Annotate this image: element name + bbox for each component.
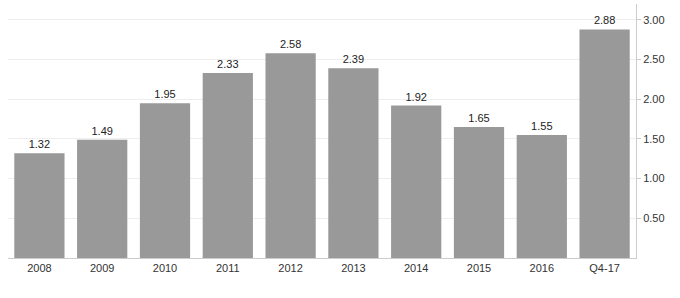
- svg-text:1.55: 1.55: [531, 120, 552, 132]
- svg-text:3.00: 3.00: [643, 14, 664, 26]
- svg-text:0.50: 0.50: [643, 212, 664, 224]
- svg-text:2.33: 2.33: [217, 58, 238, 70]
- svg-text:1.00: 1.00: [643, 172, 664, 184]
- svg-text:2010: 2010: [153, 262, 177, 274]
- svg-text:2009: 2009: [90, 262, 114, 274]
- svg-text:2013: 2013: [341, 262, 365, 274]
- svg-text:2012: 2012: [278, 262, 302, 274]
- svg-text:2.58: 2.58: [280, 38, 301, 50]
- svg-text:2.88: 2.88: [594, 14, 615, 26]
- svg-text:2.39: 2.39: [343, 53, 364, 65]
- svg-text:2016: 2016: [530, 262, 554, 274]
- svg-text:1.32: 1.32: [29, 138, 50, 150]
- svg-text:2.50: 2.50: [643, 53, 664, 65]
- svg-text:1.49: 1.49: [91, 125, 112, 137]
- svg-text:2.00: 2.00: [643, 93, 664, 105]
- svg-text:2008: 2008: [27, 262, 51, 274]
- svg-text:2011: 2011: [216, 262, 240, 274]
- svg-text:1.50: 1.50: [643, 133, 664, 145]
- svg-text:Q4-17: Q4-17: [589, 262, 620, 274]
- svg-text:2014: 2014: [404, 262, 428, 274]
- svg-text:1.92: 1.92: [405, 91, 426, 103]
- svg-text:1.65: 1.65: [468, 112, 489, 124]
- svg-text:1.95: 1.95: [154, 88, 175, 100]
- svg-text:2015: 2015: [467, 262, 491, 274]
